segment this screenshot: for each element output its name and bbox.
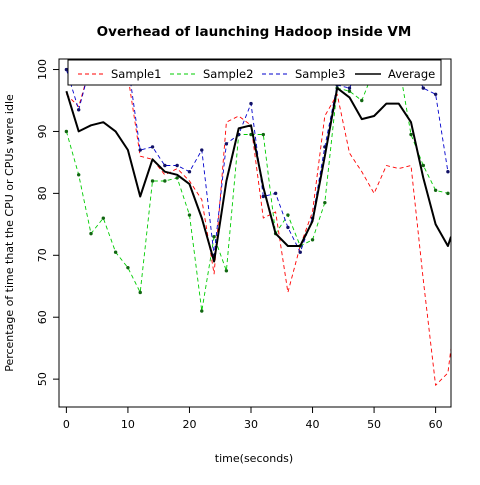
x-axis-label: time(seconds): [215, 452, 293, 465]
x-tick-label: 20: [182, 418, 196, 431]
x-tick-label: 30: [244, 418, 258, 431]
plot-frame: [58, 58, 452, 408]
data-point-sample2: [101, 216, 106, 220]
data-point-sample2: [138, 290, 142, 295]
data-point-sample3: [150, 145, 155, 149]
data-point-sample2: [360, 98, 364, 103]
legend-box: [67, 59, 442, 86]
data-point-sample2: [286, 213, 290, 217]
data-point-sample2: [224, 269, 229, 273]
data-point-sample2: [409, 132, 413, 137]
data-point-sample2: [212, 235, 216, 239]
data-point-sample3: [64, 67, 69, 72]
legend-label-sample2: Sample2: [203, 67, 253, 81]
data-point-sample2: [187, 213, 192, 217]
data-point-sample3: [273, 191, 278, 196]
y-tick-label: 100: [36, 59, 49, 80]
data-point-sample2: [421, 163, 426, 168]
data-point-sample3: [76, 108, 81, 112]
data-point-sample2: [323, 200, 327, 205]
data-point-sample3: [261, 194, 266, 199]
data-point-sample3: [138, 148, 142, 152]
y-tick-label: 80: [36, 186, 49, 200]
data-point-sample2: [200, 309, 204, 313]
data-point-sample2: [76, 173, 81, 177]
legend-label-average: Average: [388, 67, 435, 81]
data-point-sample3: [187, 169, 192, 174]
data-point-sample3: [286, 225, 290, 230]
data-point-sample3: [347, 86, 352, 90]
chart-title: Overhead of launching Hadoop inside VM: [97, 24, 412, 40]
y-axis-label: Percentage of time that the CPU or CPUs …: [3, 94, 16, 372]
y-axis: 50 60 70 80 90 100: [36, 59, 59, 386]
data-point-sample3: [200, 148, 204, 152]
data-point-sample2: [150, 179, 155, 183]
data-point-sample3: [249, 101, 253, 106]
data-point-sample2: [446, 191, 450, 196]
legend-label-sample3: Sample3: [295, 67, 345, 81]
series-line-average: [65, 87, 451, 263]
data-point-sample2: [261, 132, 266, 137]
x-tick-label: 0: [63, 418, 70, 431]
x-tick-label: 60: [429, 418, 443, 431]
data-point-sample2: [347, 89, 352, 93]
data-point-sample2: [113, 250, 118, 254]
data-point-sample2: [89, 231, 93, 236]
data-point-sample2: [64, 129, 69, 134]
data-point-sample3: [163, 163, 167, 168]
data-point-sample3: [421, 86, 426, 90]
legend-label-sample1: Sample1: [111, 67, 161, 81]
y-tick-label: 90: [36, 124, 49, 138]
data-point-sample3: [298, 250, 302, 254]
data-point-sample2: [126, 265, 130, 270]
x-tick-label: 50: [367, 418, 381, 431]
legend: Sample1 Sample2 Sample3 Average: [67, 59, 442, 86]
y-tick-label: 70: [36, 248, 49, 262]
data-point-sample2: [310, 238, 315, 242]
x-tick-label: 10: [121, 418, 135, 431]
data-point-sample2: [175, 176, 179, 180]
series-line-sample1: [66, 59, 451, 386]
data-point-sample2: [163, 179, 167, 183]
data-point-sample3: [175, 163, 179, 168]
data-point-sample3: [446, 169, 450, 174]
data-point-sample3: [224, 142, 229, 146]
data-point-sample2: [433, 188, 438, 192]
x-axis: 0 10 20 30 40 50 60: [63, 407, 443, 431]
y-tick-label: 50: [36, 372, 49, 386]
y-tick-label: 60: [36, 310, 49, 324]
data-point-sample3: [433, 92, 438, 96]
x-tick-label: 40: [306, 418, 320, 431]
